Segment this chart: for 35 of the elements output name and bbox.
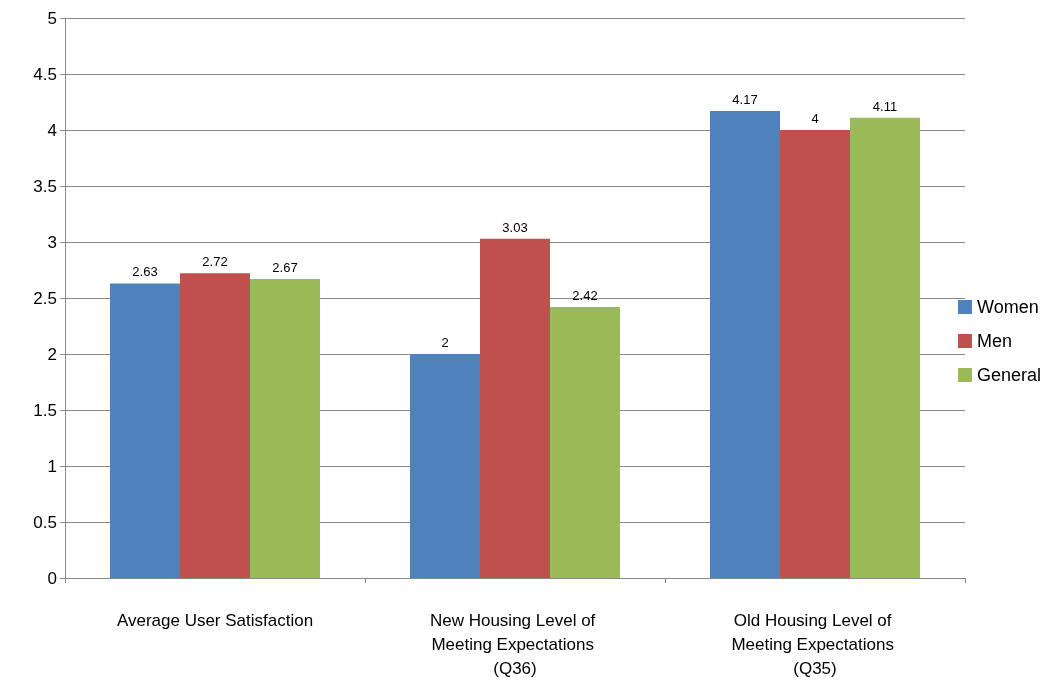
y-tick-label: 0: [47, 568, 57, 588]
y-tick-label: 2: [47, 344, 57, 364]
y-tick-label: 4: [47, 120, 57, 140]
bar: [180, 273, 250, 578]
data-label: 2.67: [272, 259, 298, 275]
y-tick-label: 5: [47, 8, 57, 28]
data-label: 4: [811, 111, 819, 126]
bar: [710, 110, 780, 578]
legend-label: Women: [976, 297, 1039, 317]
data-label: 2.72: [202, 254, 228, 270]
y-tick-label: 3: [47, 232, 57, 252]
bar: [550, 306, 620, 578]
data-label: 2.63: [132, 264, 158, 280]
y-tick-label: 2.5: [33, 288, 57, 308]
data-label: 3.03: [502, 219, 528, 235]
bar: [250, 278, 320, 578]
bar: [480, 238, 550, 578]
bar: [850, 117, 920, 578]
bar: [410, 354, 480, 578]
y-tick-label: 3.5: [33, 176, 57, 196]
data-label: 2.42: [572, 287, 598, 303]
y-tick-label: 1: [47, 456, 57, 476]
bar: [110, 283, 180, 578]
legend-label: Men: [976, 331, 1012, 351]
x-tick-label: Average User Satisfaction: [116, 610, 314, 630]
y-tick-label: 0.5: [33, 512, 57, 532]
legend-label: General: [976, 365, 1042, 385]
data-label: 2: [441, 335, 449, 350]
data-label: 4.11: [872, 98, 898, 114]
bar: [780, 130, 850, 578]
y-tick-label: 4.5: [33, 64, 57, 84]
y-tick-label: 1.5: [33, 400, 57, 420]
data-label: 4.17: [732, 91, 758, 107]
x-tick-label: Old Housing Level of Meeting Expectations (Q35): [731, 610, 899, 678]
x-tick-label: New Housing Level of Meeting Expectations (Q36): [429, 610, 601, 678]
